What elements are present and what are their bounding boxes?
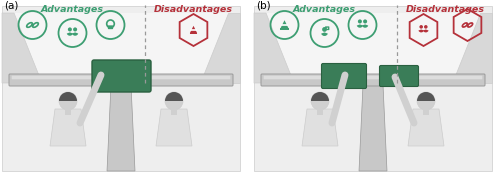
FancyBboxPatch shape [280,28,289,30]
FancyBboxPatch shape [190,33,198,34]
Text: (a): (a) [4,1,18,11]
FancyBboxPatch shape [264,76,482,79]
Polygon shape [280,20,288,29]
Polygon shape [156,109,192,146]
Wedge shape [311,92,329,101]
Polygon shape [10,13,232,83]
Wedge shape [72,32,78,36]
Polygon shape [359,85,387,171]
Wedge shape [357,24,363,28]
Circle shape [165,92,183,110]
Wedge shape [362,24,368,28]
Circle shape [420,25,423,29]
Text: Advantages: Advantages [41,5,104,14]
Circle shape [424,25,428,29]
Wedge shape [418,29,424,32]
Text: Disadvantages: Disadvantages [154,5,233,14]
Polygon shape [2,13,42,83]
Wedge shape [67,32,73,36]
FancyBboxPatch shape [9,74,233,86]
Polygon shape [254,13,294,83]
FancyBboxPatch shape [171,109,177,115]
Wedge shape [417,92,435,101]
Wedge shape [321,32,328,36]
Polygon shape [50,109,86,146]
Circle shape [68,27,72,31]
Text: Disadvantages: Disadvantages [406,5,485,14]
Polygon shape [302,109,338,146]
Wedge shape [165,92,183,101]
FancyBboxPatch shape [322,63,366,89]
Circle shape [311,92,329,110]
Polygon shape [262,13,484,83]
Wedge shape [423,29,428,32]
Polygon shape [408,109,444,146]
Polygon shape [107,85,135,171]
Circle shape [73,27,77,31]
Text: Advantages: Advantages [293,5,356,14]
FancyBboxPatch shape [12,76,230,79]
FancyBboxPatch shape [2,6,240,171]
Circle shape [417,92,435,110]
FancyBboxPatch shape [380,66,418,86]
Circle shape [358,19,362,24]
Text: (b): (b) [256,1,270,11]
Polygon shape [190,26,197,33]
FancyBboxPatch shape [254,6,492,171]
FancyBboxPatch shape [92,60,151,92]
Circle shape [322,27,327,32]
Circle shape [59,92,77,110]
FancyBboxPatch shape [261,74,485,86]
FancyBboxPatch shape [65,109,71,115]
Polygon shape [452,13,492,83]
FancyBboxPatch shape [317,109,323,115]
Polygon shape [200,13,240,83]
Circle shape [363,19,367,24]
Wedge shape [59,92,77,101]
FancyBboxPatch shape [423,109,429,115]
